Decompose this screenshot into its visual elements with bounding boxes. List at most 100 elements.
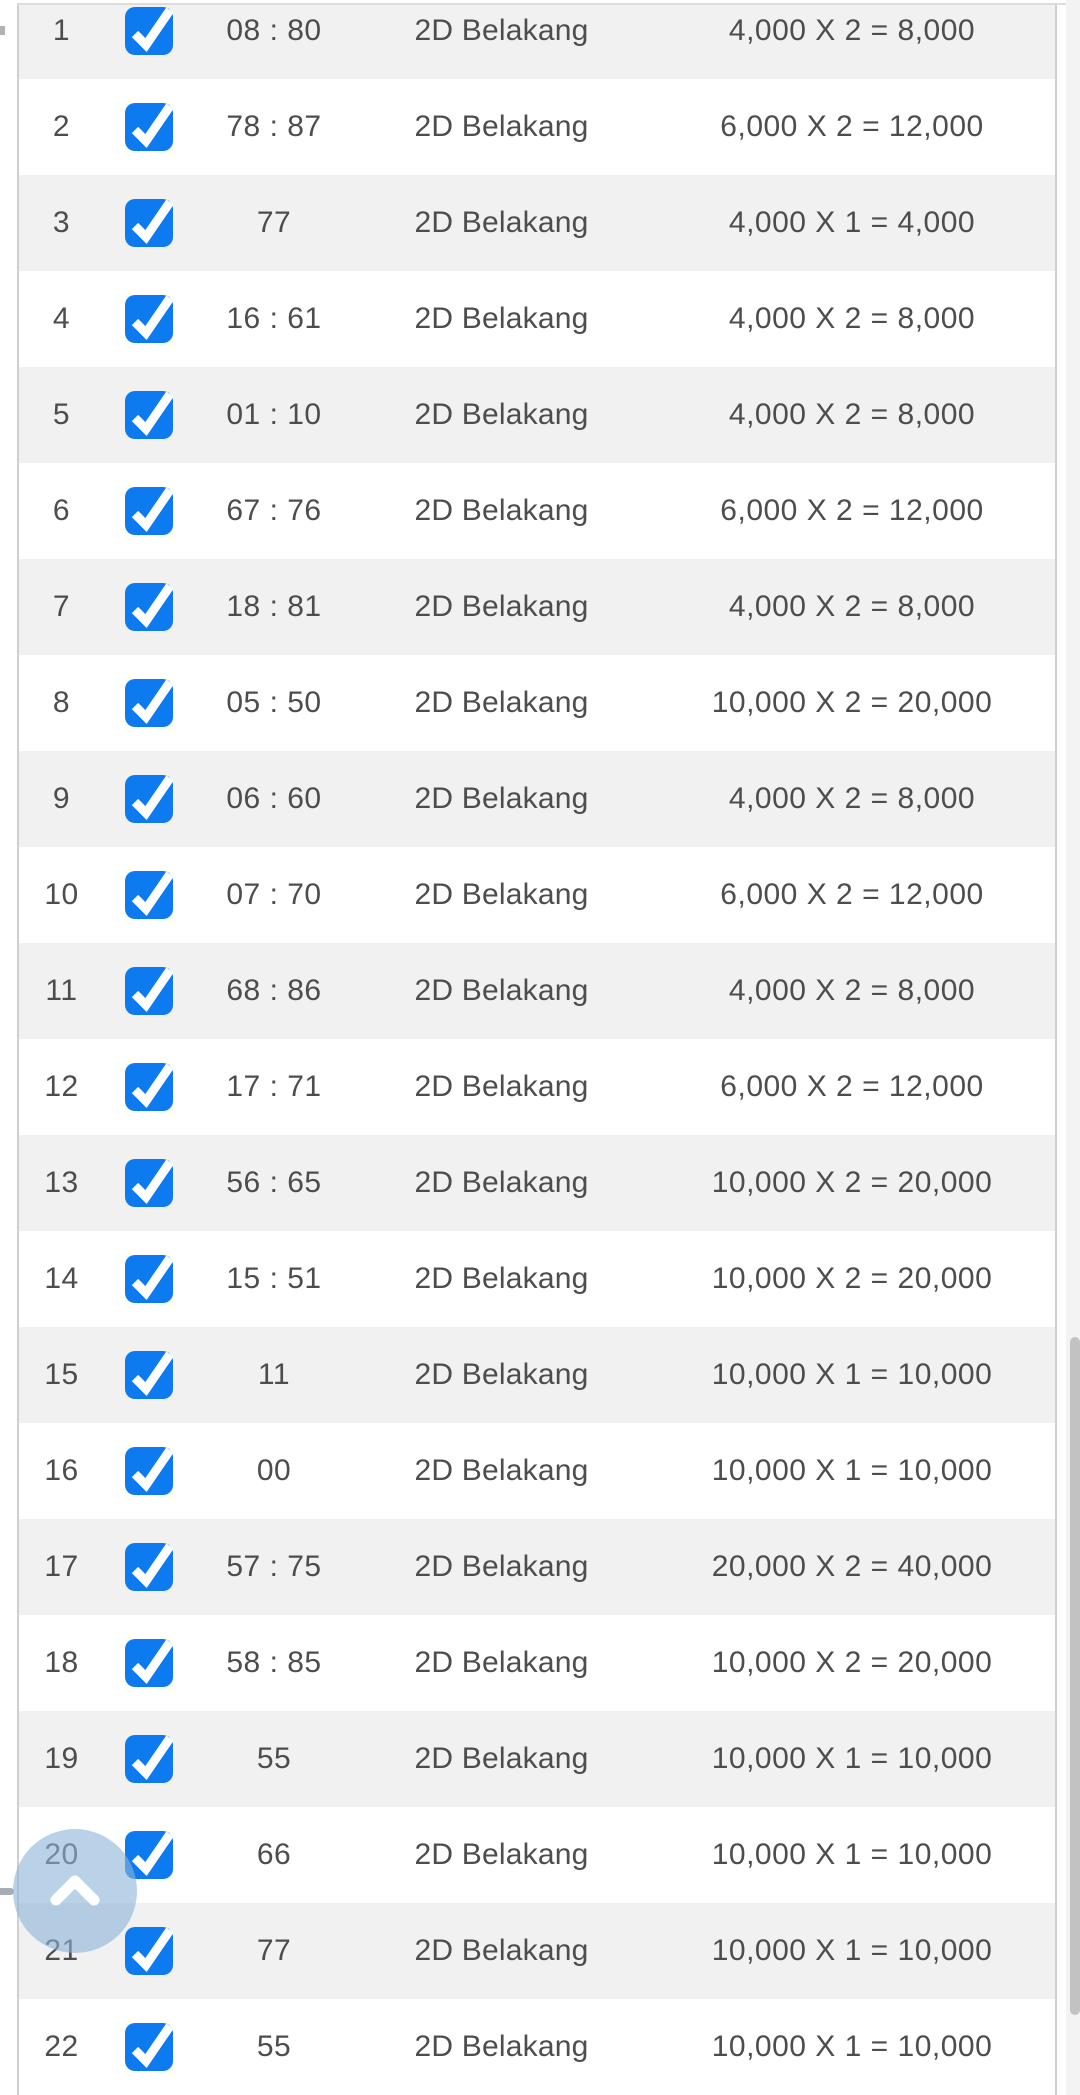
bet-amount: 10,000 X 2 = 20,000 [711, 1646, 993, 1679]
bet-type: 2D Belakang [414, 1838, 589, 1871]
bet-type: 2D Belakang [414, 1646, 589, 1679]
row-number: 1 [52, 14, 71, 47]
bet-numbers: 17 : 71 [226, 1070, 322, 1103]
row-checkbox[interactable] [125, 871, 174, 919]
table-row: 20 66 2D Belakang 10,000 X 1 = 10,000 [19, 1807, 1055, 1903]
left-edge-artifact [0, 26, 5, 35]
row-checkbox[interactable] [125, 775, 174, 823]
table-row: 1 08 : 80 2D Belakang 4,000 X 2 = 8,000 [19, 0, 1055, 79]
bet-amount: 6,000 X 2 = 12,000 [720, 1070, 984, 1103]
checkmark-icon [131, 1735, 174, 1781]
checkmark-icon [131, 391, 174, 437]
bet-amount: 20,000 X 2 = 40,000 [711, 1550, 993, 1583]
table-row: 12 17 : 71 2D Belakang 6,000 X 2 = 12,00… [19, 1039, 1055, 1135]
row-checkbox[interactable] [125, 1639, 174, 1687]
bet-numbers: 58 : 85 [226, 1646, 322, 1679]
bet-type: 2D Belakang [414, 974, 589, 1007]
row-checkbox-cell [104, 775, 194, 823]
bet-type: 2D Belakang [414, 302, 589, 335]
table-row: 21 77 2D Belakang 10,000 X 1 = 10,000 [19, 1903, 1055, 1999]
bet-type: 2D Belakang [414, 686, 589, 719]
row-checkbox[interactable] [125, 1351, 174, 1399]
row-checkbox[interactable] [125, 1159, 174, 1207]
row-checkbox[interactable] [125, 295, 174, 343]
bet-amount: 6,000 X 2 = 12,000 [720, 110, 984, 143]
bet-numbers: 77 [256, 1934, 292, 1967]
checkmark-icon [131, 1927, 174, 1973]
checkmark-icon [131, 871, 174, 917]
row-checkbox[interactable] [125, 199, 174, 247]
bet-amount: 10,000 X 1 = 10,000 [711, 2030, 993, 2063]
bet-numbers: 57 : 75 [226, 1550, 322, 1583]
table-row: 22 55 2D Belakang 10,000 X 1 = 10,000 [19, 1999, 1055, 2095]
table-row: 10 07 : 70 2D Belakang 6,000 X 2 = 12,00… [19, 847, 1055, 943]
bet-type: 2D Belakang [414, 14, 589, 47]
row-checkbox[interactable] [125, 967, 174, 1015]
checkmark-icon [131, 1255, 174, 1301]
row-checkbox-cell [104, 7, 194, 55]
bet-numbers: 08 : 80 [226, 14, 322, 47]
checkmark-icon [131, 2023, 174, 2069]
row-checkbox-cell [104, 1543, 194, 1591]
bet-numbers: 15 : 51 [226, 1262, 322, 1295]
bet-amount: 6,000 X 2 = 12,000 [720, 494, 984, 527]
table-row: 16 00 2D Belakang 10,000 X 1 = 10,000 [19, 1423, 1055, 1519]
table-row: 4 16 : 61 2D Belakang 4,000 X 2 = 8,000 [19, 271, 1055, 367]
row-checkbox[interactable] [125, 487, 174, 535]
row-checkbox[interactable] [125, 1543, 174, 1591]
bet-numbers: 67 : 76 [226, 494, 322, 527]
row-checkbox[interactable] [125, 103, 174, 151]
row-checkbox[interactable] [125, 7, 174, 55]
row-number: 2 [52, 110, 71, 143]
bet-numbers: 18 : 81 [226, 590, 322, 623]
table-row: 11 68 : 86 2D Belakang 4,000 X 2 = 8,000 [19, 943, 1055, 1039]
checkmark-icon [131, 1543, 174, 1589]
row-number: 7 [52, 590, 71, 623]
bet-type: 2D Belakang [414, 782, 589, 815]
bet-amount: 10,000 X 2 = 20,000 [711, 1166, 993, 1199]
checkmark-icon [131, 1351, 174, 1397]
bet-type: 2D Belakang [414, 1166, 589, 1199]
row-checkbox[interactable] [125, 1927, 174, 1975]
bet-amount: 4,000 X 2 = 8,000 [728, 974, 976, 1007]
bet-amount: 10,000 X 2 = 20,000 [711, 1262, 993, 1295]
scroll-to-top-button[interactable] [13, 1829, 137, 1953]
row-checkbox[interactable] [125, 1255, 174, 1303]
row-checkbox-cell [104, 1351, 194, 1399]
row-number: 6 [52, 494, 71, 527]
table-row: 14 15 : 51 2D Belakang 10,000 X 2 = 20,0… [19, 1231, 1055, 1327]
checkmark-icon [131, 7, 174, 53]
checkmark-icon [131, 295, 174, 341]
table-row: 13 56 : 65 2D Belakang 10,000 X 2 = 20,0… [19, 1135, 1055, 1231]
bet-type: 2D Belakang [414, 590, 589, 623]
page-scrollbar-track[interactable] [1066, 0, 1080, 2095]
row-number: 17 [44, 1550, 79, 1583]
page-scrollbar-thumb[interactable] [1070, 1337, 1080, 2015]
row-checkbox[interactable] [125, 391, 174, 439]
row-checkbox[interactable] [125, 1735, 174, 1783]
bet-type: 2D Belakang [414, 1934, 589, 1967]
row-checkbox-cell [104, 295, 194, 343]
bet-type: 2D Belakang [414, 1742, 589, 1775]
bet-amount: 10,000 X 2 = 20,000 [711, 686, 993, 719]
bet-amount: 10,000 X 1 = 10,000 [711, 1358, 993, 1391]
bet-type: 2D Belakang [414, 206, 589, 239]
bet-type: 2D Belakang [414, 1358, 589, 1391]
row-number: 11 [45, 974, 78, 1007]
bet-numbers: 06 : 60 [226, 782, 322, 815]
table-row: 7 18 : 81 2D Belakang 4,000 X 2 = 8,000 [19, 559, 1055, 655]
bet-type: 2D Belakang [414, 2030, 589, 2063]
row-checkbox-cell [104, 871, 194, 919]
bet-table: 1 08 : 80 2D Belakang 4,000 X 2 = 8,000 … [19, 0, 1055, 2095]
row-checkbox[interactable] [125, 679, 174, 727]
row-checkbox[interactable] [125, 1063, 174, 1111]
table-row: 19 55 2D Belakang 10,000 X 1 = 10,000 [19, 1711, 1055, 1807]
checkmark-icon [131, 487, 174, 533]
table-left-border [17, 5, 19, 2095]
row-number: 15 [44, 1358, 79, 1391]
row-checkbox[interactable] [125, 2023, 174, 2071]
row-checkbox[interactable] [125, 1447, 174, 1495]
row-checkbox-cell [104, 1927, 194, 1975]
bet-numbers: 66 [256, 1838, 292, 1871]
row-checkbox[interactable] [125, 583, 174, 631]
